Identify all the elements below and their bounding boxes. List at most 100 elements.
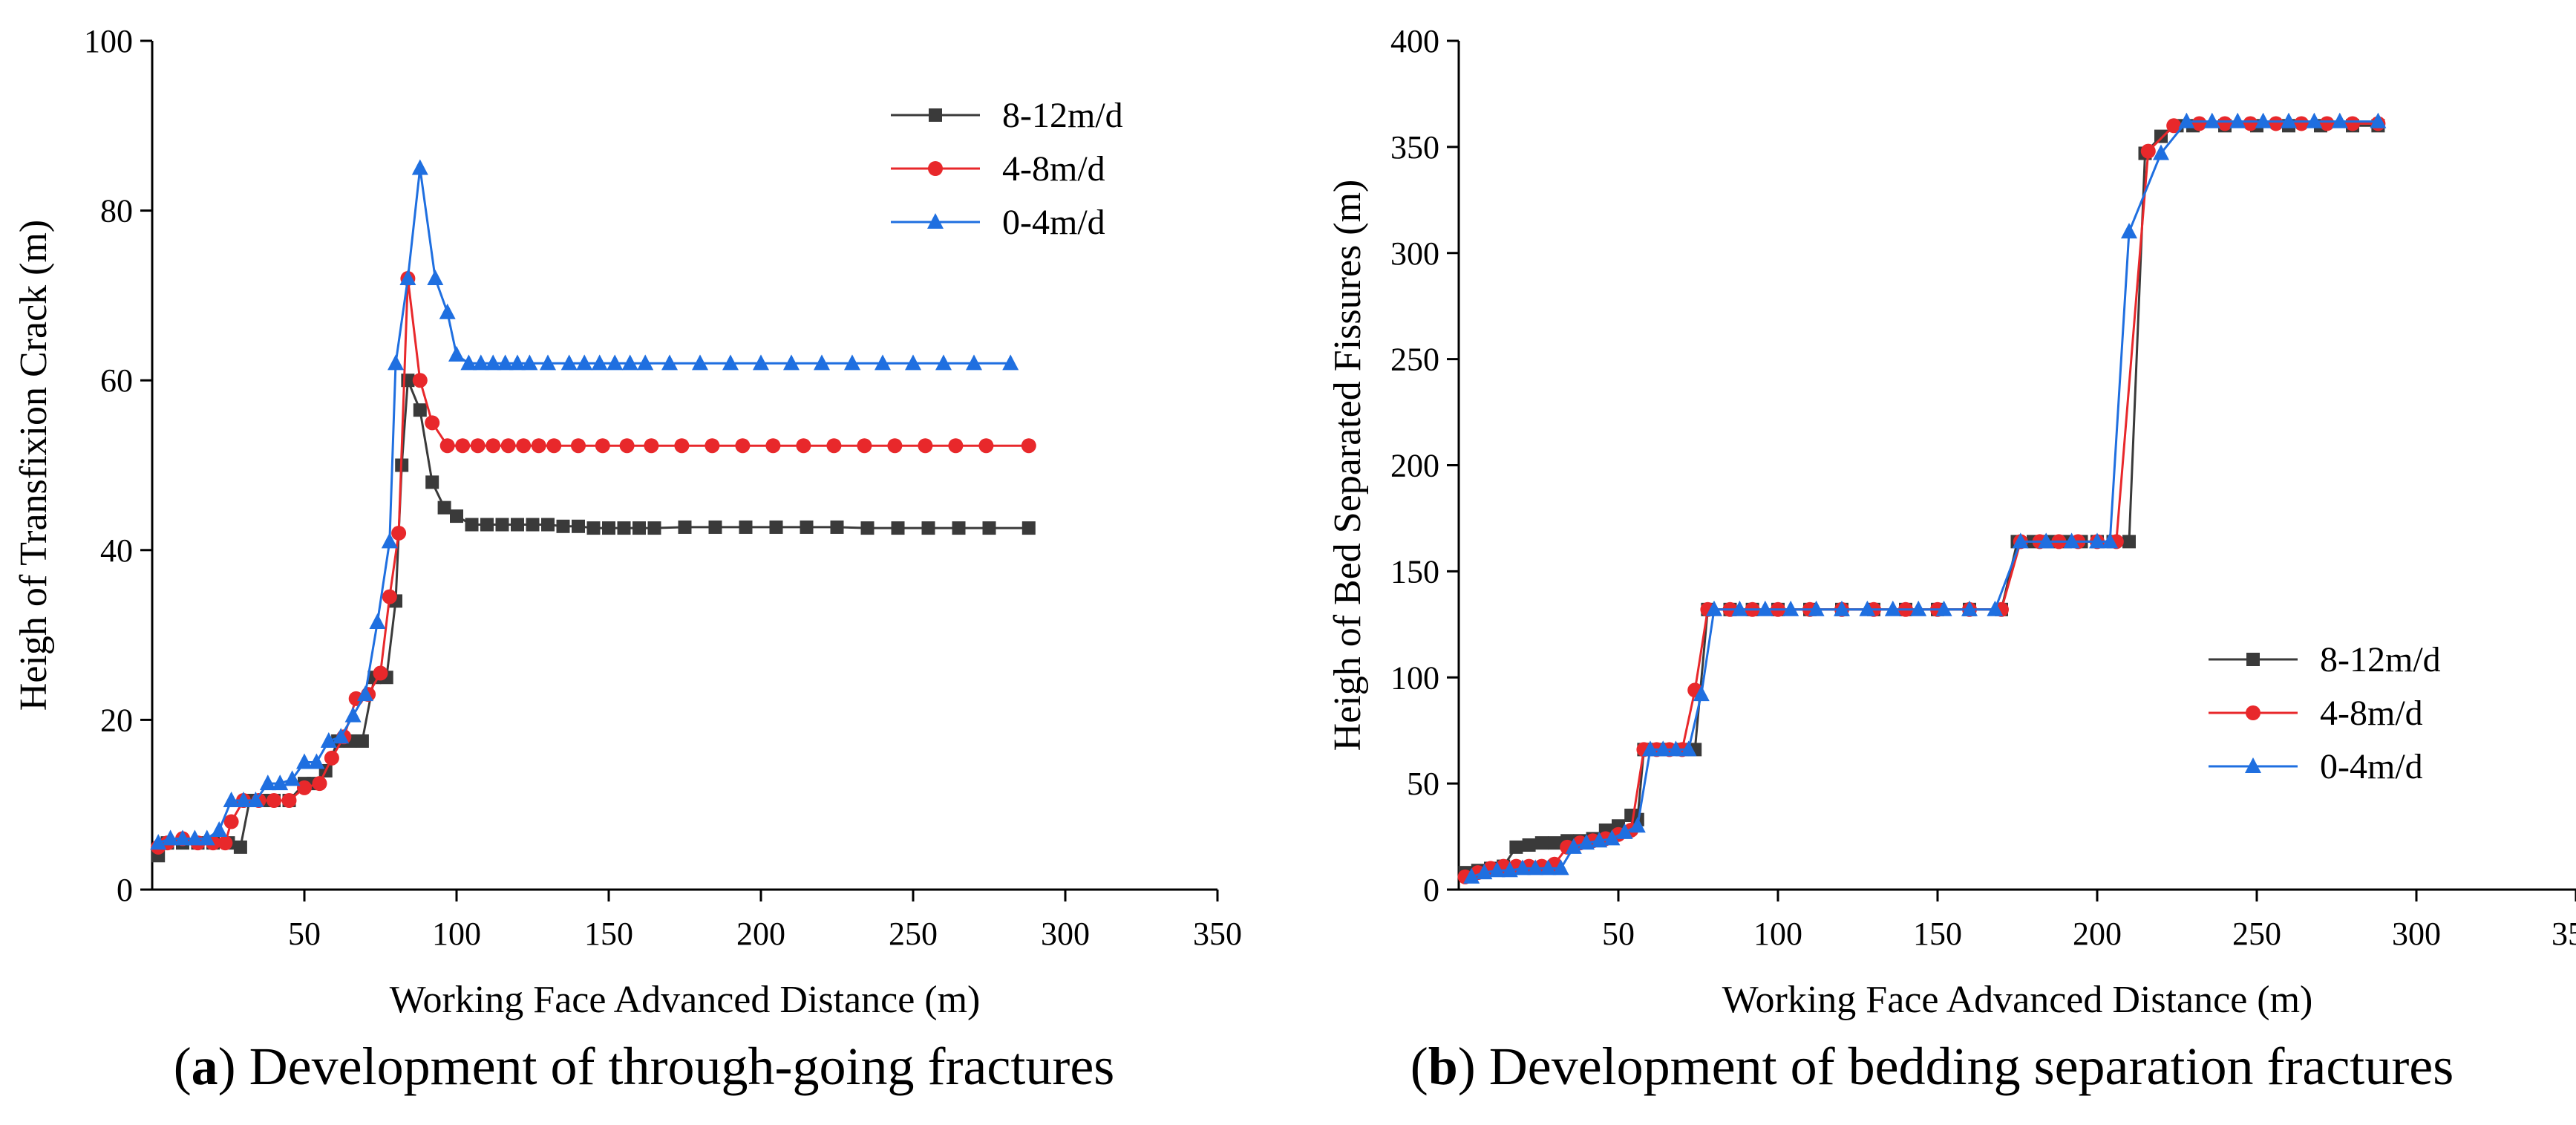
data-point <box>2154 129 2168 143</box>
legend-label: 4-8m/d <box>2320 694 2423 733</box>
data-point <box>905 354 921 371</box>
x-tick-label: 200 <box>2073 916 2122 952</box>
data-point <box>1488 861 1506 878</box>
data-point <box>857 438 872 454</box>
data-point <box>472 354 489 371</box>
x-tick-label: 300 <box>1041 916 1090 952</box>
data-point <box>692 354 708 371</box>
data-point <box>632 521 646 535</box>
data-point <box>450 509 463 524</box>
data-point <box>521 354 538 371</box>
data-point <box>186 829 203 846</box>
data-point <box>1655 740 1672 757</box>
data-point <box>460 354 477 371</box>
y-tick-label: 250 <box>1390 342 1439 378</box>
data-point <box>2229 112 2246 128</box>
data-point <box>572 519 585 533</box>
data-point <box>617 521 631 535</box>
series-line <box>1465 122 2379 878</box>
data-point <box>281 792 297 808</box>
data-point <box>2122 535 2136 549</box>
data-point <box>211 821 228 837</box>
x-tick-label: 100 <box>1753 916 1802 952</box>
data-point <box>826 438 842 454</box>
data-point <box>2345 116 2360 131</box>
caption-b-text: Development of bedding separation fractu… <box>1488 1037 2454 1096</box>
data-point <box>844 354 860 371</box>
data-point <box>218 835 233 851</box>
data-point <box>272 775 289 791</box>
data-point <box>399 270 416 286</box>
x-tick-label: 50 <box>288 916 321 952</box>
legend-label: 8-12m/d <box>1002 96 1123 135</box>
x-tick-label: 100 <box>432 916 481 952</box>
x-tick-label: 200 <box>736 916 785 952</box>
data-point <box>1021 438 1036 454</box>
y-tick-label: 20 <box>100 702 133 738</box>
data-point <box>455 438 471 454</box>
x-tick-label: 350 <box>1193 916 1242 952</box>
data-point <box>297 780 312 795</box>
series-0-4m/d <box>1463 112 2387 884</box>
data-point <box>621 354 638 371</box>
caption-a: (a) Development of through-going fractur… <box>173 1037 1115 1096</box>
y-axis-label: Heigh of Bed Separated Fissures (m) <box>1327 180 1369 751</box>
data-point <box>448 345 465 362</box>
data-point <box>308 753 325 769</box>
data-point <box>1667 740 1684 757</box>
data-point <box>516 438 532 454</box>
data-point <box>586 521 601 535</box>
data-point <box>235 791 252 807</box>
data-point <box>1935 600 1952 616</box>
y-tick-label: 60 <box>100 362 133 399</box>
x-tick-label: 350 <box>2552 916 2576 952</box>
data-point <box>413 403 427 417</box>
data-point <box>1002 354 1019 371</box>
data-point <box>644 438 659 454</box>
x-tick-label: 150 <box>584 916 633 952</box>
data-point <box>708 520 722 534</box>
data-point <box>1548 836 1561 850</box>
data-point <box>1604 829 1621 846</box>
series-line <box>157 168 1011 844</box>
x-tick-label: 250 <box>2232 916 2281 952</box>
data-point <box>465 518 479 532</box>
data-point <box>591 354 608 371</box>
data-point <box>162 829 179 846</box>
x-tick-label: 300 <box>2392 916 2441 952</box>
data-point <box>753 354 769 371</box>
data-point <box>966 354 982 371</box>
data-point <box>284 770 301 786</box>
data-point <box>661 354 678 371</box>
data-point <box>2294 116 2309 131</box>
data-point <box>509 354 526 371</box>
y-tick-label: 400 <box>1390 23 1439 59</box>
data-point <box>935 354 952 371</box>
legend-label: 4-8m/d <box>1002 149 1105 189</box>
x-tick-label: 50 <box>1602 916 1635 952</box>
caption-b-letter: b <box>1428 1037 1458 1096</box>
data-point <box>425 415 440 431</box>
data-point <box>2121 223 2137 239</box>
data-point <box>800 520 814 534</box>
data-point <box>296 753 313 769</box>
data-point <box>1501 861 1518 878</box>
y-tick-label: 50 <box>1407 766 1439 802</box>
data-point <box>355 734 369 748</box>
data-point <box>814 354 830 371</box>
data-point <box>2203 112 2220 128</box>
data-point <box>637 354 654 371</box>
data-point <box>2140 143 2156 159</box>
data-point <box>1616 823 1633 839</box>
data-point <box>1642 740 1658 757</box>
data-point <box>1021 521 1036 535</box>
data-point <box>1565 838 1582 854</box>
data-point <box>576 354 593 371</box>
y-axis-label: Heigh of Transfixion Crack (m) <box>13 220 55 711</box>
data-point <box>1514 859 1531 875</box>
data-point <box>267 792 281 808</box>
data-point <box>2217 116 2232 131</box>
caption-b: (b) Development of bedding separation fr… <box>1410 1037 2454 1096</box>
data-point <box>388 354 404 371</box>
chart-b-bedding-separation-fractures: 50 100 150 200 250 300 350 0 50 100 150 200 250 300 35… <box>1327 23 2576 1021</box>
